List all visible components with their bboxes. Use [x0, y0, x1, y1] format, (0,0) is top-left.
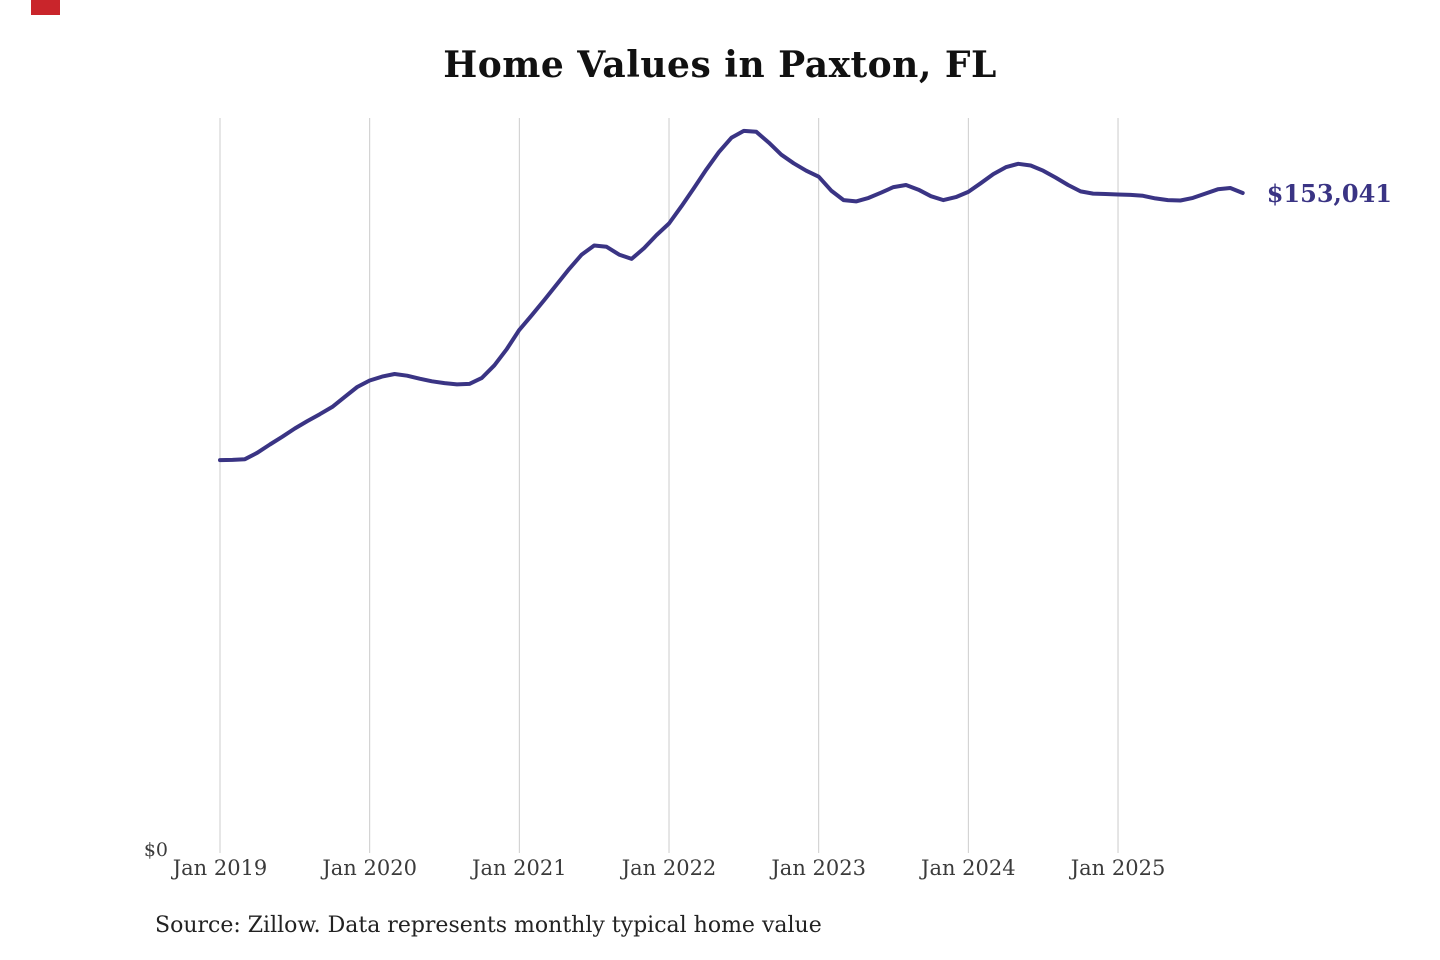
home-value-series-line — [218, 128, 1245, 463]
chart-title: Home Values in Paxton, FL — [443, 44, 997, 86]
x-axis-tick-label: Jan 2020 — [322, 856, 417, 880]
source-note: Source: Zillow. Data represents monthly … — [155, 913, 822, 938]
y-axis-zero-label: $0 — [143, 839, 168, 861]
x-axis-tick-label: Jan 2024 — [921, 856, 1016, 880]
clipped-red-element — [31, 0, 60, 15]
x-axis-tick-label: Jan 2025 — [1070, 856, 1166, 880]
x-axis-tick-label: Jan 2022 — [621, 856, 717, 880]
x-axis-tick-label: Jan 2021 — [472, 856, 567, 880]
end-value-label: $153,041 — [1266, 179, 1392, 208]
x-axis-tick-label: Jan 2019 — [172, 856, 268, 880]
vertical-gridlines — [219, 118, 1119, 853]
x-axis-tick-label: Jan 2023 — [771, 856, 866, 880]
